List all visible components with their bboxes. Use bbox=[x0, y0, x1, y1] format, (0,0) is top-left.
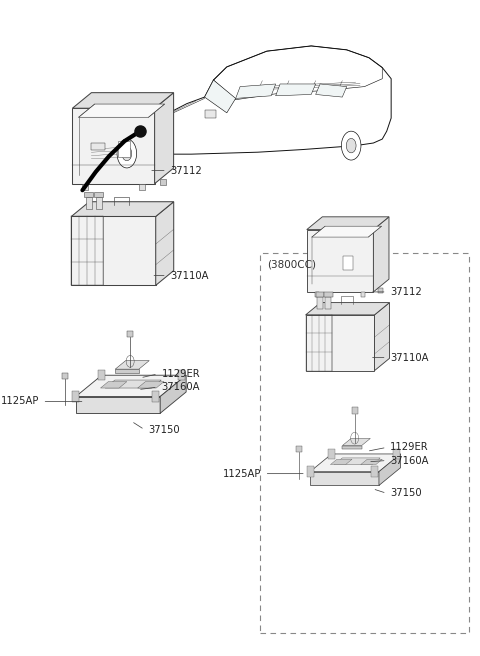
Bar bbox=[343, 256, 353, 270]
Bar bbox=[96, 197, 102, 209]
Text: 37160A: 37160A bbox=[161, 382, 200, 392]
Text: 37150: 37150 bbox=[390, 488, 422, 499]
Polygon shape bbox=[79, 104, 165, 117]
Polygon shape bbox=[156, 202, 174, 285]
Polygon shape bbox=[316, 84, 347, 97]
Polygon shape bbox=[334, 458, 380, 464]
Text: 37110A: 37110A bbox=[390, 352, 429, 363]
Bar bbox=[98, 370, 105, 380]
Bar bbox=[328, 449, 335, 459]
Polygon shape bbox=[160, 375, 186, 413]
Bar bbox=[85, 197, 92, 209]
Polygon shape bbox=[76, 396, 160, 413]
Circle shape bbox=[346, 138, 356, 153]
Bar bbox=[204, 110, 216, 118]
Polygon shape bbox=[100, 382, 127, 388]
Bar bbox=[324, 292, 333, 297]
Bar bbox=[127, 331, 133, 337]
Circle shape bbox=[341, 131, 361, 160]
Polygon shape bbox=[236, 84, 276, 98]
Polygon shape bbox=[72, 216, 156, 285]
Polygon shape bbox=[312, 226, 382, 237]
Polygon shape bbox=[373, 216, 389, 292]
Bar bbox=[72, 391, 79, 401]
Polygon shape bbox=[374, 302, 389, 371]
Text: 1129ER: 1129ER bbox=[390, 442, 429, 453]
Text: 37160A: 37160A bbox=[390, 455, 429, 466]
Polygon shape bbox=[76, 375, 186, 396]
Polygon shape bbox=[82, 184, 88, 190]
Polygon shape bbox=[361, 459, 383, 464]
Polygon shape bbox=[310, 472, 379, 485]
Text: 37150: 37150 bbox=[148, 424, 180, 435]
Text: 37112: 37112 bbox=[390, 287, 422, 297]
Polygon shape bbox=[307, 230, 373, 292]
Bar bbox=[91, 143, 105, 150]
Polygon shape bbox=[342, 445, 362, 449]
Text: 1129ER: 1129ER bbox=[161, 369, 200, 379]
Polygon shape bbox=[342, 438, 371, 445]
Polygon shape bbox=[307, 216, 389, 230]
Bar bbox=[152, 391, 159, 401]
Bar bbox=[118, 140, 130, 157]
Text: 37110A: 37110A bbox=[170, 270, 209, 281]
Bar bbox=[95, 192, 103, 197]
Polygon shape bbox=[306, 315, 374, 371]
Text: 1125AP: 1125AP bbox=[223, 468, 261, 479]
Polygon shape bbox=[155, 92, 174, 184]
Bar bbox=[178, 370, 185, 380]
Bar bbox=[325, 297, 331, 309]
Polygon shape bbox=[160, 179, 166, 185]
Circle shape bbox=[117, 139, 137, 168]
Bar bbox=[315, 292, 324, 297]
Polygon shape bbox=[138, 382, 164, 388]
Polygon shape bbox=[204, 80, 236, 113]
Text: 37112: 37112 bbox=[170, 165, 202, 176]
Text: 1125AP: 1125AP bbox=[0, 396, 39, 407]
Polygon shape bbox=[89, 142, 120, 163]
Polygon shape bbox=[379, 454, 400, 485]
Bar bbox=[393, 449, 400, 459]
Polygon shape bbox=[115, 369, 139, 373]
Bar bbox=[371, 466, 378, 477]
Polygon shape bbox=[378, 288, 383, 293]
Polygon shape bbox=[276, 84, 316, 96]
Polygon shape bbox=[115, 361, 149, 369]
Polygon shape bbox=[330, 459, 352, 464]
Bar bbox=[84, 192, 93, 197]
Circle shape bbox=[122, 146, 132, 161]
Polygon shape bbox=[72, 92, 174, 108]
Polygon shape bbox=[139, 184, 145, 190]
Text: (3800CC): (3800CC) bbox=[267, 259, 316, 269]
Polygon shape bbox=[105, 380, 161, 388]
Polygon shape bbox=[72, 108, 155, 184]
Polygon shape bbox=[310, 454, 400, 472]
Bar bbox=[260, 253, 469, 633]
Bar bbox=[317, 297, 323, 309]
Bar bbox=[61, 373, 68, 379]
Polygon shape bbox=[306, 302, 389, 315]
Polygon shape bbox=[315, 292, 319, 297]
Bar bbox=[307, 466, 313, 477]
Polygon shape bbox=[72, 202, 174, 216]
Bar bbox=[351, 407, 358, 414]
Bar bbox=[296, 446, 302, 453]
Polygon shape bbox=[361, 292, 365, 297]
